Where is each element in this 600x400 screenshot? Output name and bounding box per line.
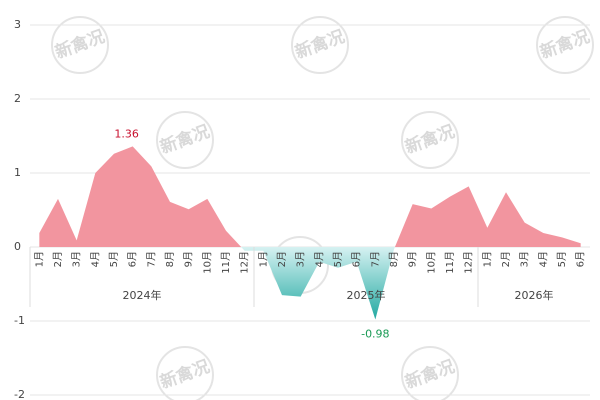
x-tick-label: 4月 bbox=[89, 251, 101, 267]
y-tick-label: -1 bbox=[14, 314, 25, 327]
x-tick-label: 12月 bbox=[463, 251, 475, 274]
x-tick-label: 3月 bbox=[295, 251, 307, 267]
x-tick-label: 12月 bbox=[239, 251, 251, 274]
watermark: 新禽况 bbox=[402, 121, 457, 158]
watermark: 新禽况 bbox=[402, 356, 457, 393]
watermark-circle bbox=[291, 16, 349, 74]
x-tick-label: 4月 bbox=[537, 251, 549, 267]
watermark-circle bbox=[156, 111, 214, 169]
y-tick-label: -2 bbox=[14, 388, 25, 400]
x-tick-label: 7月 bbox=[369, 251, 381, 267]
watermark: 新禽况 bbox=[537, 26, 592, 63]
group-label: 2024年 bbox=[123, 288, 162, 302]
watermark-circle bbox=[536, 16, 594, 74]
area bbox=[39, 146, 581, 320]
x-tick-label: 1月 bbox=[33, 251, 45, 267]
watermark-circle bbox=[156, 346, 214, 400]
x-tick-label: 1月 bbox=[257, 251, 269, 267]
x-tick-label: 5月 bbox=[332, 251, 344, 267]
x-tick-label: 8月 bbox=[388, 251, 400, 267]
x-tick-label: 5月 bbox=[108, 251, 120, 267]
x-tick-label: 9月 bbox=[407, 251, 419, 267]
x-tick-label: 5月 bbox=[556, 251, 568, 267]
y-tick-label: 0 bbox=[14, 240, 21, 253]
x-tick-label: 6月 bbox=[575, 251, 587, 267]
x-tick-label: 11月 bbox=[220, 251, 232, 274]
group-label: 2025年 bbox=[347, 288, 386, 302]
x-tick-label: 2月 bbox=[52, 251, 64, 267]
watermark: 新禽况 bbox=[157, 121, 212, 158]
watermark: 新禽况 bbox=[52, 26, 107, 63]
group-label: 2026年 bbox=[515, 288, 554, 302]
watermark-circle bbox=[401, 111, 459, 169]
x-tick-label: 10月 bbox=[425, 251, 437, 274]
watermark-circle bbox=[401, 346, 459, 400]
x-tick-label: 2月 bbox=[276, 251, 288, 267]
x-tick-label: 11月 bbox=[444, 251, 456, 274]
y-tick-label: 1 bbox=[14, 166, 21, 179]
max-label: 1.36 bbox=[114, 127, 139, 140]
x-tick-label: 3月 bbox=[519, 251, 531, 267]
x-tick-label: 6月 bbox=[127, 251, 139, 267]
min-label: -0.98 bbox=[361, 328, 389, 341]
y-tick-label: 3 bbox=[14, 18, 21, 31]
watermark: 新禽况 bbox=[157, 356, 212, 393]
y-tick-label: 2 bbox=[14, 92, 21, 105]
x-tick-label: 1月 bbox=[481, 251, 493, 267]
watermark-circle bbox=[51, 16, 109, 74]
x-tick-label: 4月 bbox=[313, 251, 325, 267]
x-tick-label: 3月 bbox=[71, 251, 83, 267]
x-tick-label: 6月 bbox=[351, 251, 363, 267]
x-tick-label: 2月 bbox=[500, 251, 512, 267]
x-tick-label: 10月 bbox=[201, 251, 213, 274]
x-tick-label: 8月 bbox=[164, 251, 176, 267]
x-tick-label: 9月 bbox=[183, 251, 195, 267]
watermark: 新禽况 bbox=[292, 26, 347, 63]
x-tick-label: 7月 bbox=[145, 251, 157, 267]
